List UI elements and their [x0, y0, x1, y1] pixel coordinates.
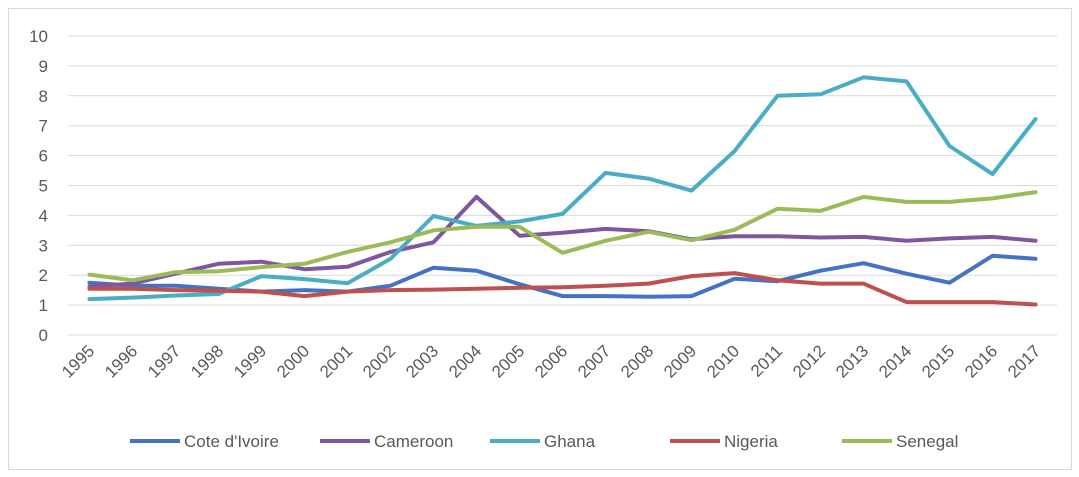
x-axis-tick-labels: 1995 1996 1997 1998 1999 2000 2001 2002 2003 2004…	[58, 341, 1044, 381]
x-tick-label: 2001	[316, 341, 356, 381]
x-tick-label: 2007	[574, 341, 614, 381]
y-tick-label: 2	[39, 266, 48, 285]
x-tick-label: 2004	[445, 341, 485, 381]
series-line-nigeria	[87, 271, 1038, 307]
y-tick-label: 9	[39, 57, 48, 76]
x-tick-label: 2000	[273, 341, 313, 381]
x-tick-label: 2008	[617, 341, 657, 381]
x-tick-label: 2017	[1004, 341, 1044, 381]
x-tick-label: 2010	[703, 341, 743, 381]
x-tick-label: 1996	[101, 341, 141, 381]
legend: Cote d'Ivoire Cameroon Ghana Nigeria Senegal	[130, 432, 958, 451]
x-tick-label: 2015	[918, 341, 958, 381]
legend-label: Cameroon	[374, 432, 453, 451]
x-tick-label: 1997	[144, 341, 184, 381]
x-tick-label: 1995	[58, 341, 98, 381]
x-tick-label: 2006	[531, 341, 571, 381]
legend-label: Senegal	[896, 432, 958, 451]
x-tick-label: 2012	[789, 341, 829, 381]
y-tick-label: 4	[39, 206, 48, 225]
series-line-ghana	[87, 75, 1038, 302]
y-tick-label: 0	[39, 326, 48, 345]
y-tick-label: 8	[39, 87, 48, 106]
x-tick-label: 1999	[230, 341, 270, 381]
series-line-cameroon	[87, 194, 1038, 289]
legend-label: Cote d'Ivoire	[184, 432, 279, 451]
y-tick-label: 7	[39, 117, 48, 136]
series-line-senegal	[87, 190, 1038, 283]
x-tick-label: 2011	[747, 341, 786, 380]
x-tick-label: 2016	[961, 341, 1001, 381]
y-tick-label: 6	[39, 147, 48, 166]
x-tick-label: 2013	[832, 341, 872, 381]
y-tick-label: 1	[39, 296, 48, 315]
x-tick-label: 2005	[488, 341, 528, 381]
x-tick-label: 2003	[402, 341, 442, 381]
x-tick-label: 2009	[660, 341, 700, 381]
x-tick-label: 2002	[359, 341, 399, 381]
y-tick-label: 3	[39, 236, 48, 255]
y-tick-label: 5	[39, 177, 48, 196]
y-tick-label: 10	[29, 27, 48, 46]
gridlines	[68, 35, 1057, 336]
legend-label: Ghana	[544, 432, 596, 451]
series-lines	[87, 75, 1038, 307]
y-axis-tick-labels: 0 1 2 3 4 5 6 7 8 9 10	[29, 27, 48, 345]
x-tick-label: 2014	[875, 341, 915, 381]
x-tick-label: 1998	[187, 341, 227, 381]
legend-label: Nigeria	[724, 432, 778, 451]
